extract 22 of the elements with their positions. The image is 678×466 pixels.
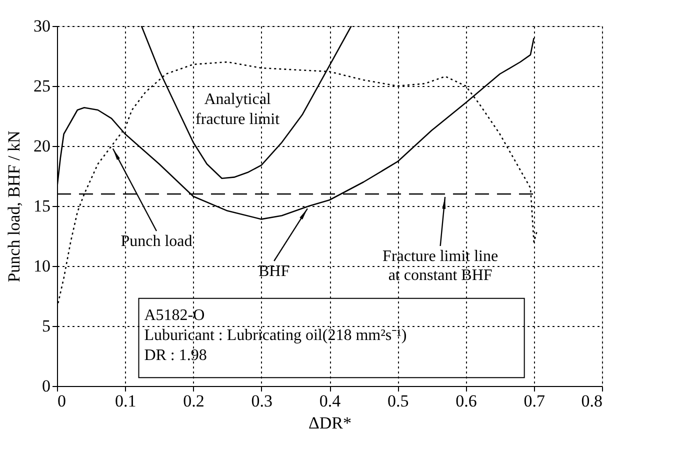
- x-tick-label: 0.5: [388, 392, 409, 410]
- y-tick-label: 5: [42, 316, 50, 336]
- x-tick-label: 0.4: [319, 392, 342, 410]
- y-tick-label: 15: [34, 196, 50, 216]
- x-tick-label: 0.1: [115, 392, 136, 410]
- y-tick-label: 20: [34, 136, 50, 156]
- annotation: A5182-O Luburicant : Lubricating oil(218 mm²s⁻¹) DR : 1.98: [144, 307, 407, 364]
- x-tick-label: 0.7: [524, 392, 546, 410]
- annotation: Fracture limit line at constant BHF: [382, 248, 498, 284]
- annotation: Analytical fracture limit: [196, 91, 280, 128]
- annotation: Punch load: [120, 233, 192, 250]
- y-tick-label: 25: [34, 76, 50, 96]
- y-axis-title: Punch load, BHF / kN: [4, 130, 24, 282]
- y-tick-label: 10: [34, 256, 50, 276]
- x-tick-label: 0.2: [183, 392, 204, 410]
- x-tick-label: 0.6: [456, 392, 477, 410]
- x-axis-title: ΔDR*: [308, 414, 352, 432]
- x-tick-label: 0.3: [251, 392, 272, 410]
- x-tick-label: 0.8: [581, 392, 602, 410]
- y-tick-label: 30: [34, 16, 50, 36]
- x-tick-label: 0: [58, 392, 66, 410]
- y-tick-label: 0: [42, 376, 50, 396]
